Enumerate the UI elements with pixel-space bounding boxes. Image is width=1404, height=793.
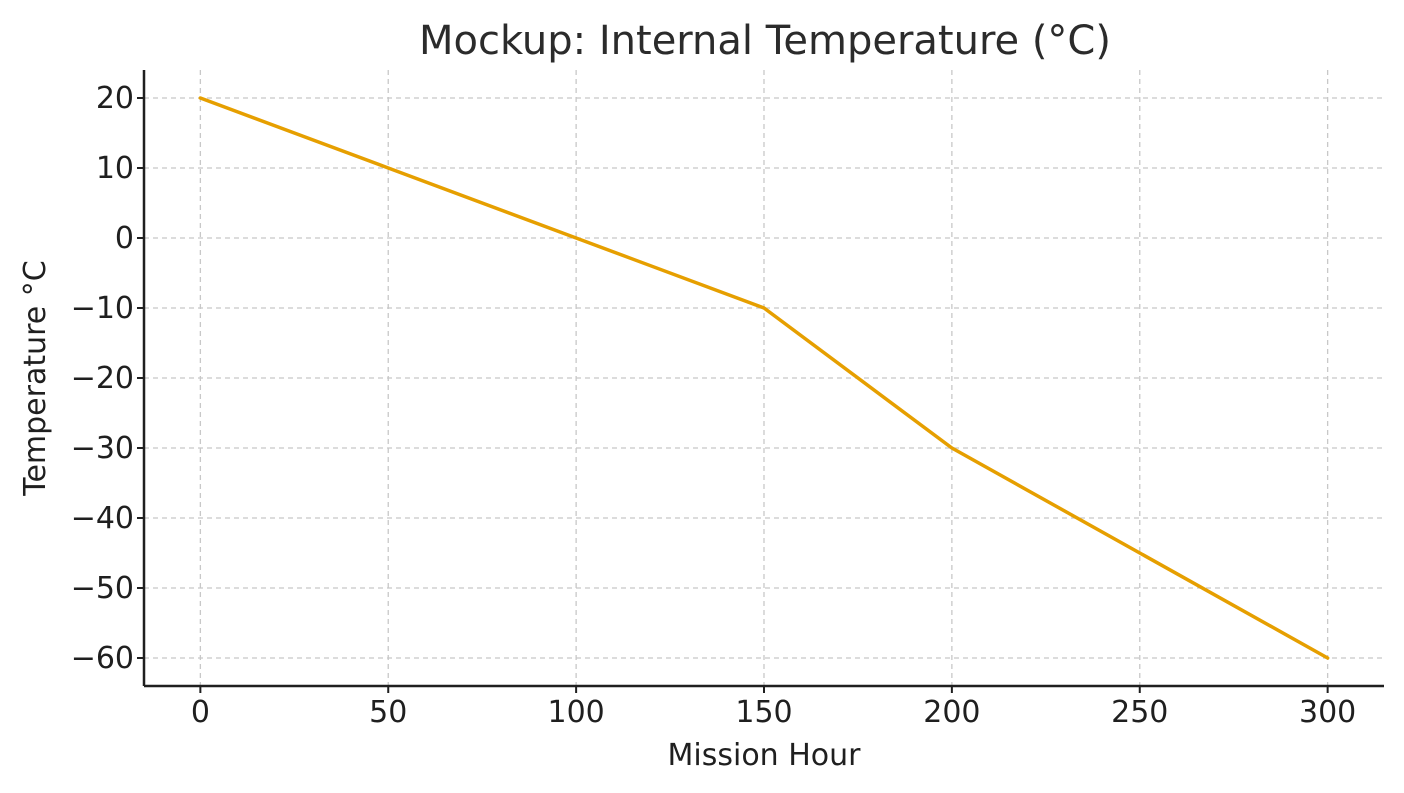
grid-layer [144,70,1384,686]
tick-layer: 0 50 100 150 200 250 30020100−10−20−30−40−50−6… [71,81,1357,730]
y-tick-label: −20 [71,361,134,396]
y-tick-label: −30 [71,431,134,466]
x-tick-label: 150 [735,695,792,730]
y-tick-label: 10 [96,151,134,186]
series-line [198,96,1330,660]
x-tick-label: 250 [1111,695,1168,730]
y-tick-label: −40 [71,501,134,536]
x-tick-label: 200 [923,695,980,730]
y-tick-label: −50 [71,571,134,606]
y-tick-label: 20 [96,81,134,116]
x-axis-label: Mission Hour [668,738,862,773]
x-tick-label: 0 [191,695,210,730]
x-tick-label: 50 [369,695,407,730]
y-tick-label: −60 [71,641,134,676]
chart-title: Mockup: Internal Temperature (°C) [419,18,1111,64]
series-layer [198,96,1330,660]
x-tick-label: 100 [547,695,604,730]
x-tick-label: 300 [1299,695,1356,730]
y-tick-label: 0 [115,221,134,256]
y-axis-label: Temperature °C [18,260,53,497]
y-tick-label: −10 [71,291,134,326]
